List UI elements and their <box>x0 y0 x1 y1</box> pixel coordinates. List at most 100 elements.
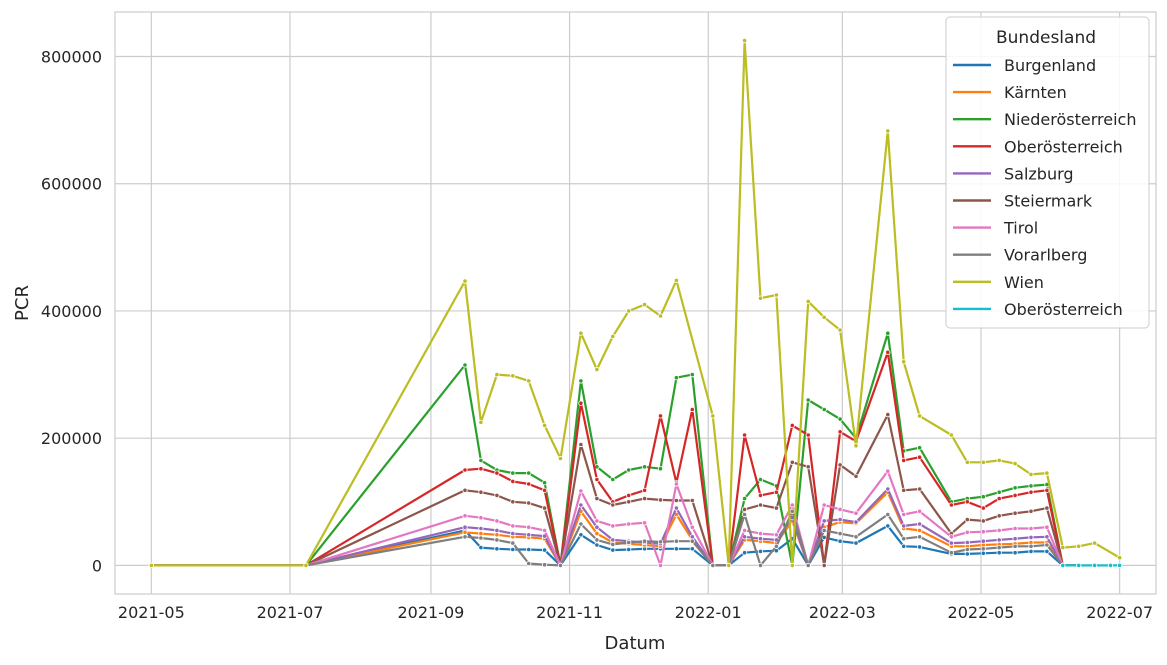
data-point <box>1044 505 1050 511</box>
data-point <box>610 547 616 553</box>
data-point <box>594 530 600 537</box>
data-point <box>853 510 859 516</box>
data-point <box>462 362 468 368</box>
data-point <box>853 443 859 449</box>
data-point <box>916 527 923 534</box>
data-point <box>980 518 986 524</box>
data-point <box>916 521 923 527</box>
data-point <box>853 473 859 479</box>
data-point <box>916 486 923 492</box>
x-tick-label: 2022-05 <box>948 603 1015 622</box>
legend-box <box>945 16 1150 329</box>
data-point <box>641 520 648 526</box>
data-point <box>1092 540 1098 546</box>
data-point <box>594 476 600 483</box>
data-point <box>948 432 955 438</box>
data-point <box>541 422 548 428</box>
y-tick-label: 600000 <box>41 175 102 194</box>
data-point <box>526 524 532 530</box>
x-tick-label: 2022-07 <box>1086 603 1153 622</box>
data-point <box>494 532 500 538</box>
data-point <box>657 539 664 545</box>
data-point <box>773 489 780 495</box>
data-point <box>726 562 732 569</box>
data-point <box>885 486 891 492</box>
data-point <box>494 492 500 498</box>
y-tick-label: 400000 <box>41 302 102 321</box>
series-7 <box>148 508 1082 569</box>
data-point <box>741 506 748 512</box>
data-point <box>1012 536 1018 542</box>
x-tick-label: 2022-03 <box>809 603 876 622</box>
x-tick-label: 2021-11 <box>536 603 603 622</box>
data-point <box>821 314 827 320</box>
data-point <box>901 457 907 463</box>
data-point <box>1028 483 1034 489</box>
data-point <box>478 544 484 551</box>
legend-label: Niederösterreich <box>1004 110 1136 129</box>
data-point <box>916 445 923 451</box>
data-point <box>916 508 923 514</box>
data-point <box>1012 550 1018 556</box>
data-point <box>821 406 827 413</box>
data-point <box>626 492 632 498</box>
series-8 <box>148 37 1123 569</box>
data-point <box>541 487 548 493</box>
x-tick-label: 2021-07 <box>257 603 324 622</box>
data-point <box>510 530 516 537</box>
data-point <box>578 532 584 538</box>
data-point <box>916 534 923 540</box>
data-point <box>901 359 907 365</box>
data-point <box>510 540 516 546</box>
data-point <box>462 534 468 540</box>
data-point <box>478 489 484 495</box>
data-point <box>1028 543 1034 549</box>
data-point <box>594 542 600 548</box>
data-point <box>1028 548 1034 555</box>
data-point <box>741 527 748 534</box>
data-point <box>805 432 811 438</box>
data-point <box>1044 534 1050 540</box>
data-point <box>1044 487 1050 493</box>
data-point <box>673 497 680 504</box>
data-point <box>641 301 648 308</box>
data-point <box>526 378 532 384</box>
x-tick-label: 2021-09 <box>398 603 465 622</box>
data-point <box>578 441 584 448</box>
data-point <box>885 349 891 355</box>
data-point <box>773 532 780 538</box>
data-point <box>689 371 695 378</box>
data-point <box>594 495 600 502</box>
data-point <box>657 562 664 569</box>
data-point <box>853 519 859 525</box>
data-point <box>478 419 484 425</box>
legend: Bundesland Burgenland Kärnten Niederösterr… <box>945 16 1150 329</box>
data-point <box>837 429 843 435</box>
data-point <box>526 532 532 538</box>
data-point <box>1012 543 1018 549</box>
data-point <box>1028 489 1034 495</box>
data-point <box>757 502 764 508</box>
data-point <box>641 464 648 470</box>
data-point <box>673 546 680 552</box>
data-point <box>594 537 600 543</box>
data-point <box>462 529 468 535</box>
data-point <box>557 455 564 462</box>
legend-label: Burgenland <box>1004 56 1096 75</box>
data-point <box>1092 562 1098 569</box>
data-point <box>673 375 680 381</box>
data-point <box>964 459 970 465</box>
data-point <box>741 511 748 518</box>
data-point <box>948 540 955 546</box>
data-point <box>885 468 891 474</box>
data-point <box>494 470 500 476</box>
data-point <box>689 538 695 544</box>
data-point <box>1028 534 1034 541</box>
legend-label: Steiermark <box>1004 192 1093 211</box>
data-point <box>626 308 632 314</box>
data-point <box>610 537 616 543</box>
data-point <box>837 327 843 333</box>
data-point <box>964 516 970 523</box>
data-point <box>837 506 843 512</box>
